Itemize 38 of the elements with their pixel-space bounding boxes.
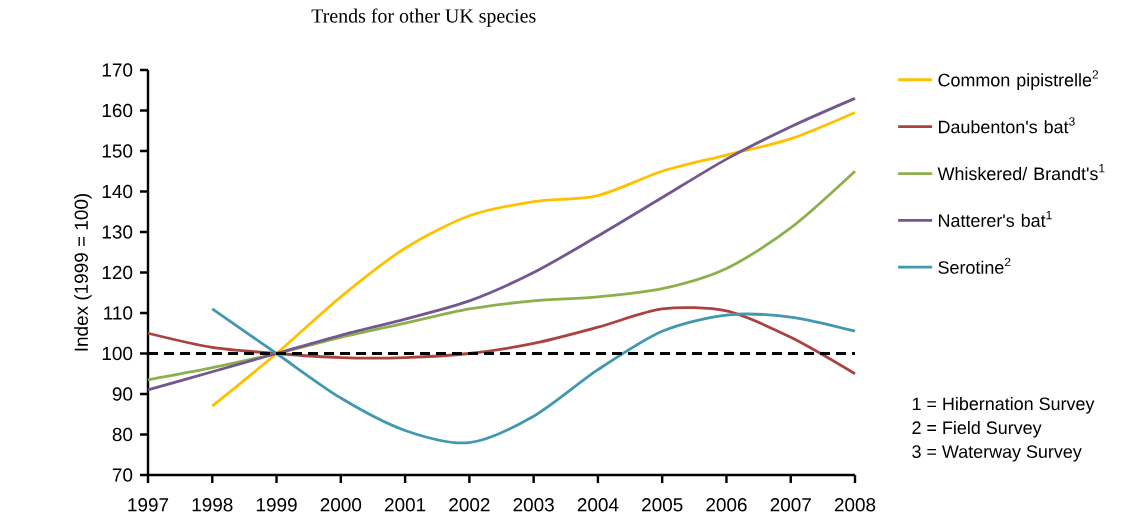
chart-title: Trends for other UK species bbox=[311, 8, 536, 27]
line-series bbox=[210, 111, 857, 408]
x-tick-label: 1999 bbox=[256, 498, 297, 512]
x-tick-label: 2008 bbox=[834, 498, 876, 512]
x-tick-label: 2005 bbox=[642, 498, 683, 512]
x-tick-label: 2007 bbox=[770, 498, 811, 512]
y-tick-label: 140 bbox=[102, 184, 133, 199]
x-tick-label: 1998 bbox=[192, 498, 233, 512]
line-series bbox=[146, 306, 857, 376]
y-tick-label: 170 bbox=[102, 63, 133, 77]
legend-label: Serotine$^{2}$ bbox=[938, 257, 1011, 274]
line-series bbox=[146, 169, 857, 382]
line-series bbox=[146, 96, 857, 392]
x-tick-label: 2000 bbox=[320, 498, 362, 512]
legend-label: Daubenton's bat$^{3}$ bbox=[939, 117, 1075, 134]
text: 3 = Waterway Survey bbox=[912, 445, 1082, 462]
y-tick-label: 110 bbox=[104, 306, 133, 320]
x-tick-label: 2001 bbox=[384, 498, 426, 512]
legend-label: Natterer's bat$^{1}$ bbox=[939, 210, 1052, 227]
y-tick-label: 90 bbox=[112, 387, 133, 401]
x-tick-label: 2006 bbox=[706, 498, 747, 512]
text: 1 = Hibernation Survey bbox=[912, 396, 1095, 414]
x-tick-label: 2003 bbox=[513, 498, 554, 512]
y-tick-label: 80 bbox=[112, 427, 133, 442]
y-tick-label: 70 bbox=[112, 468, 133, 482]
line-series bbox=[210, 307, 857, 445]
y-tick-label: 100 bbox=[102, 346, 133, 361]
text: 2 = Field Survey bbox=[912, 420, 1042, 438]
x-tick-label: 1997 bbox=[128, 498, 169, 512]
x-tick-label: 2004 bbox=[577, 498, 619, 512]
y-tick-label: 150 bbox=[102, 144, 133, 158]
legend-label: Common pipistrelle$^{2}$ bbox=[938, 70, 1099, 90]
y-tick-label: 130 bbox=[102, 225, 133, 239]
y-axis-title: Index (1999 = 100) bbox=[74, 194, 92, 351]
y-tick-label: 120 bbox=[102, 265, 133, 280]
y-tick-label: 160 bbox=[102, 103, 133, 118]
legend-label: Whiskered/ Brandt's$^{1}$ bbox=[937, 164, 1105, 181]
x-tick-label: 2002 bbox=[449, 498, 490, 512]
